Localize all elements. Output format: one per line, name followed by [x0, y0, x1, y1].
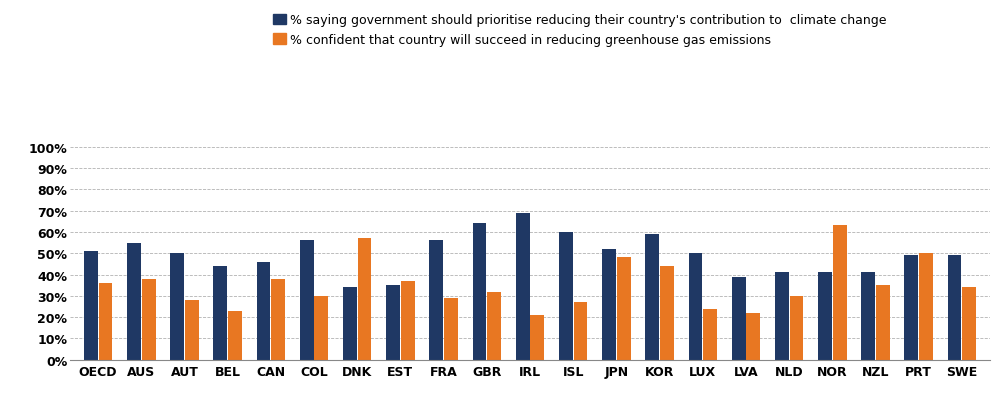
Bar: [516, 213, 530, 360]
Bar: [962, 288, 976, 360]
Bar: [818, 273, 832, 360]
Bar: [170, 254, 184, 360]
Bar: [429, 241, 443, 360]
Bar: [861, 273, 875, 360]
Bar: [689, 254, 702, 360]
Bar: [559, 232, 573, 360]
Bar: [602, 249, 616, 360]
Bar: [386, 285, 400, 360]
Legend: % saying government should prioritise reducing their country's contribution to  : % saying government should prioritise re…: [273, 14, 887, 47]
Bar: [444, 298, 458, 360]
Bar: [257, 262, 270, 360]
Bar: [300, 241, 314, 360]
Bar: [746, 313, 760, 360]
Bar: [271, 279, 285, 360]
Bar: [574, 303, 587, 360]
Bar: [876, 285, 890, 360]
Bar: [314, 296, 328, 360]
Bar: [948, 256, 961, 360]
Bar: [228, 311, 242, 360]
Bar: [343, 288, 357, 360]
Bar: [213, 266, 227, 360]
Bar: [775, 273, 789, 360]
Bar: [401, 281, 415, 360]
Bar: [732, 277, 746, 360]
Bar: [358, 239, 371, 360]
Bar: [790, 296, 803, 360]
Bar: [919, 254, 933, 360]
Bar: [487, 292, 501, 360]
Bar: [127, 243, 141, 360]
Bar: [617, 258, 631, 360]
Bar: [99, 283, 112, 360]
Bar: [660, 266, 674, 360]
Bar: [142, 279, 156, 360]
Bar: [84, 252, 98, 360]
Bar: [473, 224, 486, 360]
Bar: [645, 234, 659, 360]
Bar: [904, 256, 918, 360]
Bar: [185, 300, 199, 360]
Bar: [833, 226, 847, 360]
Bar: [530, 315, 544, 360]
Bar: [703, 309, 717, 360]
